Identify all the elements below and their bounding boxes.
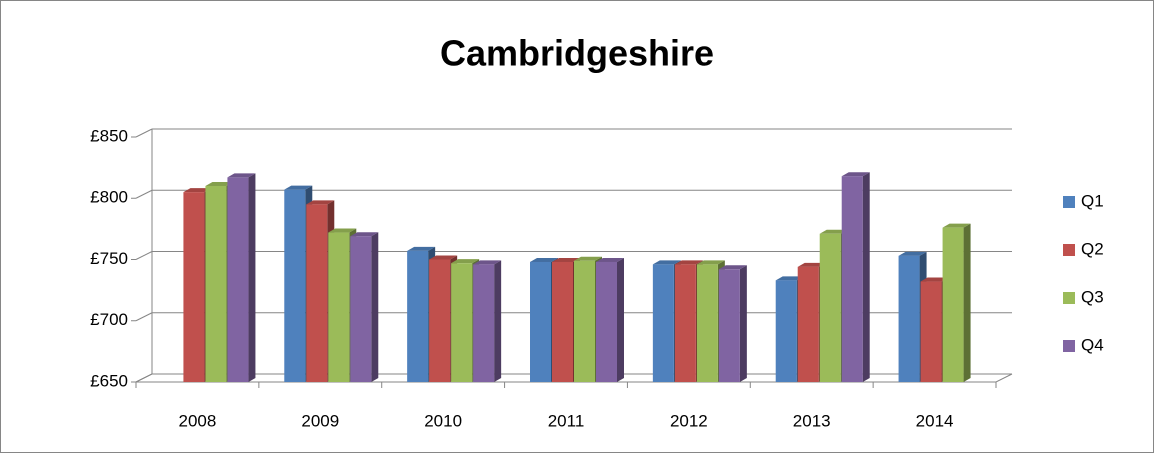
bar	[429, 259, 451, 382]
bar-top	[306, 200, 335, 205]
bar	[696, 264, 718, 382]
bar	[596, 261, 617, 382]
bar-top	[205, 182, 234, 186]
grid-line	[135, 312, 153, 322]
bar-top	[674, 260, 703, 265]
x-tick-label: 2013	[793, 411, 831, 430]
bar-top	[920, 277, 949, 282]
bar-top	[942, 223, 971, 228]
bar	[718, 269, 740, 382]
bar	[942, 227, 964, 382]
bar-top	[652, 260, 681, 265]
bar	[473, 264, 495, 382]
bar-top	[596, 257, 624, 262]
y-tick-label: £850	[90, 126, 128, 145]
bar-top	[775, 276, 804, 281]
bar-top	[718, 265, 747, 270]
bar	[552, 261, 573, 382]
chart-title: Cambridgeshire	[440, 33, 714, 74]
grid-line	[135, 251, 153, 260]
bar-top	[530, 257, 558, 262]
bar-side	[617, 257, 624, 382]
bar	[306, 204, 328, 382]
bar	[841, 176, 863, 382]
bar	[797, 266, 819, 382]
bar	[574, 260, 595, 382]
x-tick-label: 2010	[424, 411, 462, 430]
bar	[183, 192, 205, 382]
bar-top	[350, 232, 379, 237]
y-tick-label: £800	[90, 188, 128, 207]
x-tick-label: 2012	[670, 411, 708, 430]
bar-top	[898, 251, 927, 256]
bar	[898, 255, 920, 382]
grid-line	[135, 189, 153, 199]
bar-top	[284, 185, 313, 190]
bar-side	[494, 260, 502, 382]
bar-side	[248, 173, 256, 382]
legend-swatch	[1063, 244, 1075, 256]
legend-swatch	[1063, 292, 1075, 304]
bar-top	[841, 172, 870, 177]
bar-side	[963, 223, 971, 382]
bar-top	[183, 188, 212, 193]
x-tick-label: 2014	[916, 411, 954, 430]
legend-label: Q4	[1081, 335, 1104, 354]
bar	[205, 186, 227, 382]
bar	[407, 250, 429, 382]
bar-top	[696, 260, 725, 265]
grid-line	[135, 373, 153, 383]
x-tick-label: 2008	[179, 411, 217, 430]
bar-top	[797, 262, 826, 267]
legend-label: Q1	[1081, 191, 1104, 210]
bar	[530, 261, 551, 382]
bar-side	[371, 232, 379, 382]
legend-swatch	[1063, 340, 1075, 352]
bar-top	[227, 173, 256, 178]
bar-side	[862, 172, 870, 382]
bar	[819, 233, 841, 382]
legend-label: Q2	[1081, 239, 1104, 258]
bar	[920, 281, 942, 382]
bar	[451, 263, 473, 382]
bar-top	[574, 256, 602, 261]
bar	[284, 189, 306, 382]
x-tick-label: 2011	[548, 411, 585, 430]
bar	[674, 264, 696, 382]
bar	[775, 280, 797, 382]
bar	[227, 177, 249, 382]
x-tick-label: 2009	[301, 411, 339, 430]
bar-top	[429, 255, 458, 260]
y-tick-label: £750	[90, 249, 128, 268]
bar-top	[473, 260, 502, 265]
bar-side	[739, 265, 747, 382]
y-tick-label: £650	[90, 371, 128, 390]
bar	[652, 264, 674, 382]
bar-top	[552, 257, 580, 262]
bar-top	[451, 259, 480, 264]
grid-line	[135, 128, 153, 138]
bar-top	[328, 228, 357, 233]
bar-top	[819, 229, 848, 234]
bar	[350, 236, 372, 382]
bar	[328, 232, 350, 382]
bar-top	[407, 246, 436, 251]
y-tick-label: £700	[90, 310, 128, 329]
legend-label: Q3	[1081, 287, 1104, 306]
legend-swatch	[1063, 196, 1075, 208]
